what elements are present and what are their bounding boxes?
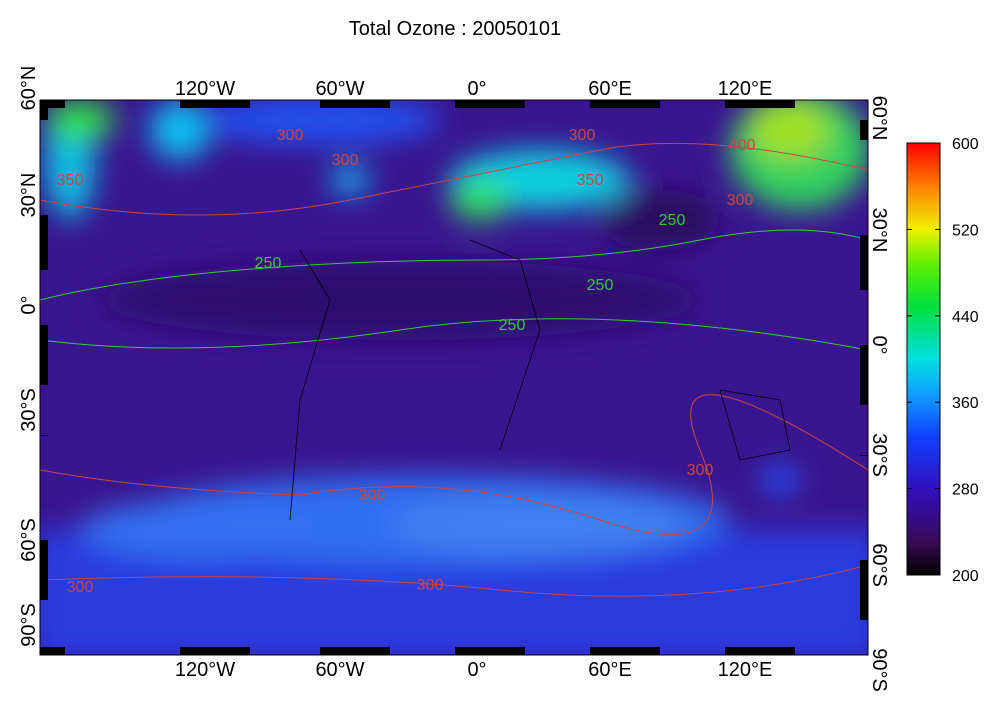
lat-label-right: 60°S	[868, 543, 890, 587]
map-frame	[39, 99, 869, 656]
frame-segment	[860, 345, 868, 405]
contour-label: 300	[417, 577, 444, 594]
frame-segment	[180, 647, 250, 655]
contour-label: 300	[687, 462, 714, 479]
contour-label: 250	[659, 212, 686, 229]
contour-label: 400	[729, 137, 756, 154]
frame-segment	[455, 647, 525, 655]
lon-label-top: 60°E	[588, 78, 632, 100]
lat-label-right: 60°N	[868, 96, 890, 141]
lon-label-bottom: 120°E	[718, 659, 773, 681]
ozone-field	[40, 100, 868, 655]
lon-label-top: 120°E	[718, 78, 773, 100]
frame-segment	[725, 100, 795, 108]
contour-250	[40, 229, 868, 301]
lon-label-top: 60°W	[315, 78, 364, 100]
lon-label-bottom: 60°W	[315, 659, 364, 681]
lat-label-left: 60°S	[18, 518, 40, 562]
contour-label: 300	[569, 127, 596, 144]
lon-label-top: 0°	[467, 78, 486, 100]
frame-segment	[40, 215, 48, 270]
colorbar	[906, 142, 941, 576]
contour-label: 300	[359, 487, 386, 504]
frame-segment	[320, 647, 390, 655]
frame-segment	[860, 455, 868, 456]
lat-label-right: 0°	[868, 335, 890, 354]
map-title: Total Ozone : 20050101	[349, 18, 561, 40]
contour-label: 250	[587, 277, 614, 294]
lat-label-left: 0°	[18, 295, 40, 314]
contour-label: 300	[277, 127, 304, 144]
contour-300	[40, 142, 868, 216]
frame-segment	[725, 647, 795, 655]
contour-label: 250	[499, 317, 526, 334]
lat-label-left: 30°N	[18, 173, 40, 218]
contour-300	[40, 564, 868, 597]
lon-label-bottom: 60°E	[588, 659, 632, 681]
contour-label: 300	[67, 579, 94, 596]
frame-segment	[40, 100, 48, 120]
contour-label: 350	[577, 172, 604, 189]
frame-segment	[590, 647, 660, 655]
frame-segment	[40, 100, 65, 108]
frame-segment	[40, 435, 48, 436]
lat-label-right: 90°S	[868, 648, 890, 692]
lon-label-top: 120°W	[175, 78, 235, 100]
frame-segment	[40, 325, 48, 385]
frame-segment	[455, 100, 525, 108]
colorbar-tick-label: 360	[952, 395, 979, 412]
coastline	[289, 239, 791, 521]
lat-label-left: 90°S	[18, 603, 40, 647]
contour-250	[40, 318, 868, 351]
frame-segment	[320, 100, 390, 108]
frame-segment	[860, 560, 868, 620]
frame-segment	[40, 540, 48, 600]
colorbar-tick-label: 520	[952, 222, 979, 239]
colorbar-tick-label: 280	[952, 482, 979, 499]
lat-label-right: 30°N	[868, 208, 890, 253]
frame-segment	[40, 647, 65, 655]
colorbar-tick-label: 600	[952, 136, 979, 153]
contour-label: 350	[57, 172, 84, 189]
frame-segment	[860, 235, 868, 290]
lon-label-bottom: 0°	[467, 659, 486, 681]
contour-label: 300	[332, 152, 359, 169]
frame-segment	[860, 120, 868, 140]
colorbar-tick-label: 200	[952, 568, 979, 585]
lat-label-left: 30°S	[18, 388, 40, 432]
frame-segment	[180, 100, 250, 108]
contour-label: 250	[255, 255, 282, 272]
frame-segment	[590, 100, 660, 108]
lat-label-left: 60°N	[18, 66, 40, 111]
lon-label-bottom: 120°W	[175, 659, 235, 681]
contour-300	[40, 394, 868, 536]
contour-label: 300	[727, 192, 754, 209]
lat-label-right: 30°S	[868, 433, 890, 477]
colorbar-tick-label: 440	[952, 309, 979, 326]
